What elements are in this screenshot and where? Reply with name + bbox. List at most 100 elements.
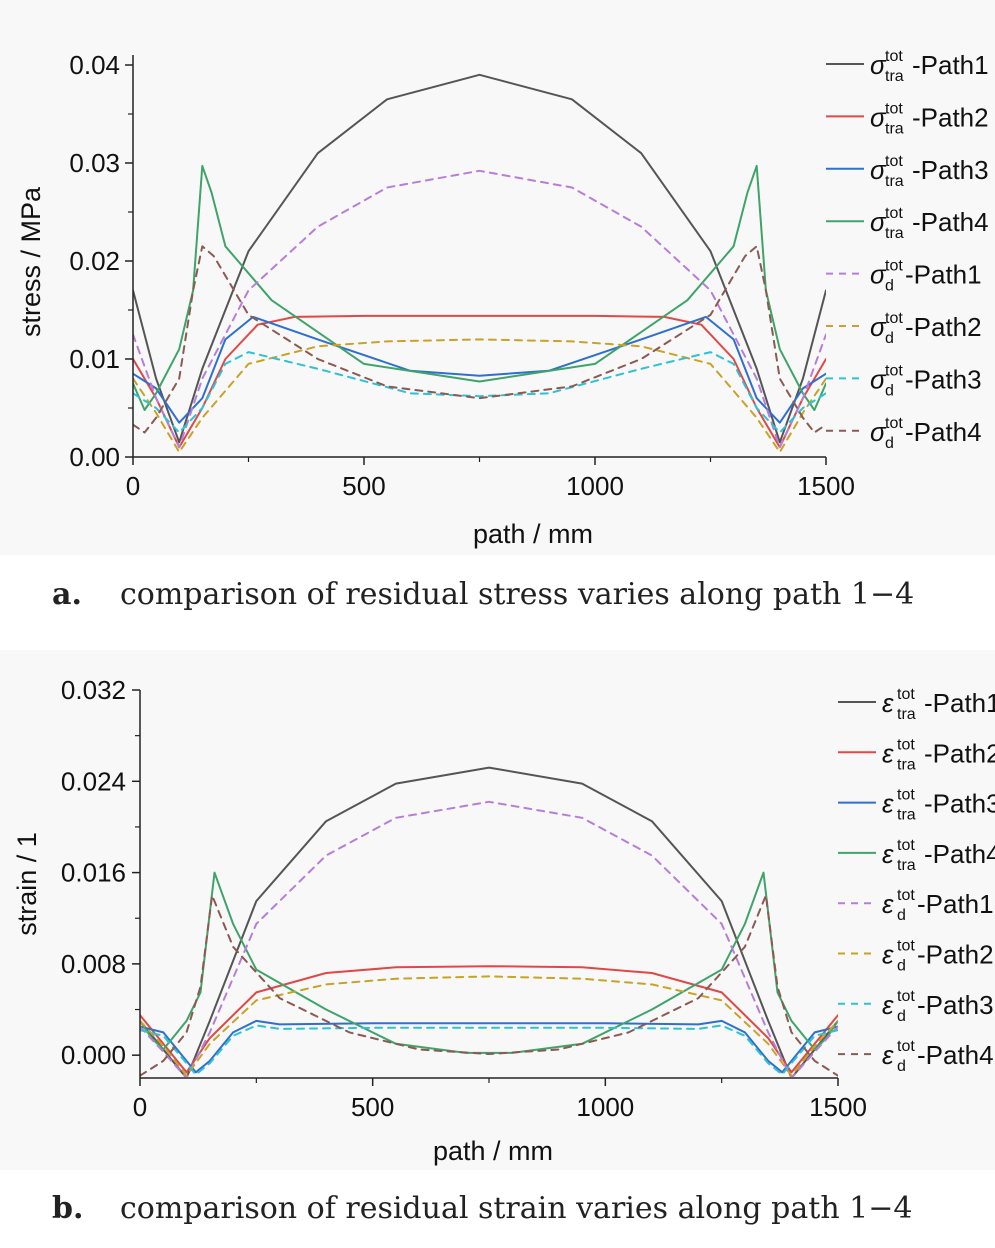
series-line-tra-path3 (140, 1019, 838, 1074)
legend-superscript: tot (897, 887, 915, 904)
legend-subscript: d (885, 435, 894, 452)
legend-superscript: tot (897, 938, 915, 955)
legend-superscript: tot (885, 100, 903, 117)
legend-label: -Path2 (905, 312, 982, 342)
legend-symbol: σ (870, 155, 887, 185)
legend-item: ε tot d -Path3 (838, 988, 994, 1025)
y-tick-label: 0.016 (61, 858, 126, 888)
legend-subscript: d (885, 382, 894, 399)
legend-item: ε tot tra -Path2 (838, 736, 995, 773)
legend-item: σ tot tra -Path1 (826, 48, 989, 85)
legend-symbol: σ (870, 312, 887, 342)
legend-superscript: tot (885, 258, 903, 275)
legend-symbol: σ (870, 207, 887, 237)
legend-item: σ tot d -Path4 (826, 415, 982, 452)
legend-subscript: tra (897, 807, 916, 824)
legend-label: -Path4 (912, 207, 989, 237)
series-line-tra-path1 (133, 73, 826, 444)
x-tick-label: 1000 (576, 1092, 634, 1122)
y-tick-label: 0.008 (61, 949, 126, 979)
legend-item: ε tot tra -Path1 (838, 686, 995, 723)
series-line-d-path3 (133, 351, 826, 434)
legend-label: -Path2 (912, 102, 989, 132)
legend-superscript: tot (897, 1038, 915, 1055)
series-line-d-path2 (140, 975, 838, 1077)
legend-symbol: σ (870, 260, 887, 290)
series-line-d-path4 (140, 894, 838, 1077)
y-tick-label: 0.000 (61, 1040, 126, 1070)
legend-label: -Path4 (905, 417, 982, 447)
legend-subscript: tra (885, 225, 904, 242)
series-line-tra-path2 (140, 965, 838, 1074)
x-tick-label: 1500 (797, 471, 855, 501)
legend-item: σ tot d -Path2 (826, 310, 982, 347)
y-tick-label: 0.01 (69, 344, 120, 374)
legend-item: σ tot tra -Path4 (826, 205, 989, 242)
legend-item: σ tot d -Path3 (826, 362, 982, 399)
x-tick-label: 500 (342, 471, 385, 501)
legend-label: -Path1 (912, 50, 989, 80)
legend-label: -Path1 (905, 260, 982, 290)
chart-b-ylabel: strain / 1 (12, 832, 42, 936)
legend-subscript: tra (897, 857, 916, 874)
legend-symbol: σ (870, 50, 887, 80)
legend-superscript: tot (897, 686, 915, 703)
legend-label: -Path3 (912, 155, 989, 185)
y-tick-label: 0.02 (69, 246, 120, 276)
chart-b-ticks: 0 500 1000 1500 0.000 0.008 0.016 0.024 0.032 (61, 675, 867, 1122)
legend-item: ε tot d -Path4 (838, 1038, 994, 1075)
legend-superscript: tot (897, 837, 915, 854)
legend-subscript: d (897, 1008, 906, 1025)
series-line-tra-path1 (140, 766, 838, 1077)
chart-a-caption-text: comparison of residual stress varies alo… (120, 577, 914, 612)
chart-b-caption-letter: b. (52, 1191, 83, 1226)
legend-subscript: tra (885, 68, 904, 85)
legend-item: σ tot tra -Path2 (826, 100, 989, 137)
legend-symbol: σ (870, 102, 887, 132)
legend-item: ε tot d -Path1 (838, 887, 994, 924)
y-tick-label: 0.03 (69, 148, 120, 178)
legend-label: -Path4 (924, 839, 995, 869)
legend-label: -Path3 (917, 990, 994, 1020)
legend-symbol: ε (882, 688, 894, 718)
series-line-tra-path2 (133, 314, 826, 449)
chart-a-ticks: 0 500 1000 1500 0.00 0.01 0.02 0.03 0.04 (69, 50, 855, 501)
x-tick-label: 1500 (809, 1092, 867, 1122)
chart-b-xlabel: path / mm (433, 1136, 553, 1166)
legend-subscript: d (897, 907, 906, 924)
legend-subscript: tra (897, 706, 916, 723)
legend-symbol: σ (870, 364, 887, 394)
chart-b-caption: b. comparison of residual strain varies … (52, 1191, 912, 1226)
legend-superscript: tot (885, 205, 903, 222)
legend-label: -Path3 (905, 364, 982, 394)
chart-a-xlabel: path / mm (473, 519, 593, 549)
legend-label: -Path1 (917, 889, 994, 919)
x-tick-label: 0 (126, 471, 140, 501)
chart-a-ylabel: stress / MPa (16, 186, 46, 337)
series-line-d-path4 (133, 245, 826, 434)
legend-superscript: tot (885, 362, 903, 379)
x-tick-label: 500 (351, 1092, 394, 1122)
legend-symbol: ε (882, 940, 894, 970)
legend-superscript: tot (897, 988, 915, 1005)
legend-label: -Path2 (924, 738, 995, 768)
legend-item: ε tot d -Path2 (838, 938, 994, 975)
chart-a-lines (133, 73, 826, 454)
legend-subscript: tra (885, 120, 904, 137)
x-tick-label: 0 (133, 1092, 147, 1122)
chart-b: 0 500 1000 1500 0.000 0.008 0.016 0.024 0.032 st… (12, 675, 995, 1226)
legend-item: ε tot tra -Path4 (838, 837, 995, 874)
series-line-tra-path3 (133, 315, 826, 424)
legend-subscript: tra (885, 173, 904, 190)
chart-b-lines (140, 766, 838, 1077)
legend-symbol: ε (882, 789, 894, 819)
x-tick-label: 1000 (566, 471, 624, 501)
series-line-tra-path4 (133, 164, 826, 411)
legend-label: -Path2 (917, 940, 994, 970)
legend-symbol: σ (870, 417, 887, 447)
legend-symbol: ε (882, 1040, 894, 1070)
chart-a-caption: a. comparison of residual stress varies … (52, 577, 914, 612)
